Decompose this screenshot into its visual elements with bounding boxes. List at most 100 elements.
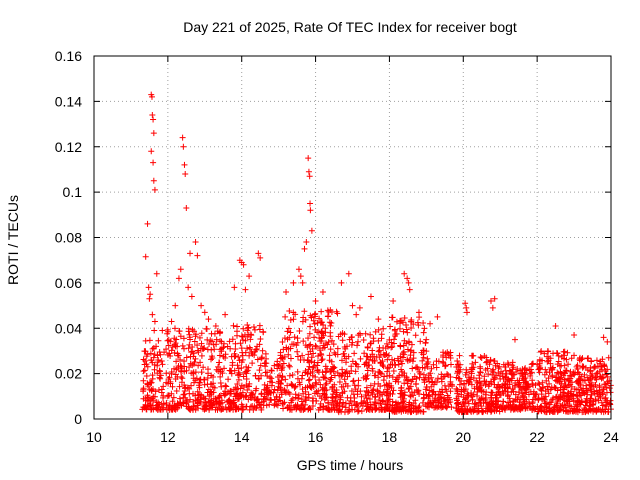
data-point [557, 386, 564, 393]
data-point [428, 365, 435, 372]
data-point [351, 382, 358, 389]
data-point [422, 339, 429, 346]
data-point [157, 375, 164, 382]
data-point [576, 377, 583, 384]
x-tick-label: 24 [603, 429, 619, 445]
data-point [511, 405, 518, 412]
data-point [364, 405, 371, 412]
data-point [499, 388, 506, 395]
data-point [279, 355, 286, 362]
data-point [163, 346, 170, 353]
data-point [349, 358, 356, 365]
data-point [181, 358, 188, 365]
data-point [476, 372, 483, 379]
data-point [301, 308, 308, 315]
data-point [479, 408, 486, 415]
data-point [299, 352, 306, 359]
data-point [489, 400, 496, 407]
data-point [181, 161, 188, 168]
data-point [260, 328, 267, 335]
data-point [144, 363, 151, 370]
data-point [192, 355, 199, 362]
data-point [488, 394, 495, 401]
data-point [322, 325, 329, 332]
data-point [297, 273, 304, 280]
data-point [456, 352, 463, 359]
data-point [262, 369, 269, 376]
data-point [253, 397, 260, 404]
data-point [147, 291, 154, 298]
data-point [318, 352, 325, 358]
data-point [601, 371, 608, 378]
data-point [244, 386, 251, 393]
data-point [412, 364, 419, 371]
data-point [173, 388, 180, 394]
data-point [239, 333, 246, 340]
data-point [327, 322, 334, 329]
data-point [542, 366, 549, 373]
data-point [385, 352, 392, 359]
data-point [204, 336, 211, 343]
data-point [173, 358, 180, 365]
data-point [453, 385, 460, 392]
data-point [399, 354, 406, 361]
data-point [341, 331, 348, 338]
data-point [578, 373, 585, 380]
data-point [271, 386, 278, 393]
data-point [322, 340, 329, 347]
data-point [277, 352, 284, 359]
data-point [600, 386, 607, 393]
data-point [151, 318, 158, 325]
data-point [192, 239, 199, 246]
data-point [285, 325, 292, 332]
data-point [340, 383, 347, 390]
data-point [552, 322, 559, 329]
data-point [391, 340, 398, 347]
data-point [178, 402, 185, 409]
data-point [143, 353, 150, 360]
data-point [379, 358, 386, 365]
data-point [188, 293, 195, 300]
data-point [606, 385, 613, 392]
data-point [246, 352, 253, 359]
data-point [200, 364, 207, 371]
x-tick-label: 20 [455, 429, 471, 445]
data-point [176, 395, 183, 402]
data-point [469, 396, 476, 403]
data-point [500, 398, 507, 405]
data-point [194, 397, 201, 404]
data-point [505, 376, 512, 383]
data-point [406, 286, 413, 293]
data-point [177, 266, 184, 273]
data-point [228, 404, 235, 411]
data-point [523, 396, 530, 403]
data-point [544, 383, 551, 390]
data-point [400, 351, 407, 358]
data-point [362, 330, 369, 337]
data-point [602, 367, 609, 374]
data-point [389, 356, 396, 363]
data-point [234, 381, 241, 388]
data-point [288, 380, 295, 387]
data-point [198, 396, 205, 403]
data-point [146, 337, 153, 344]
data-point [143, 361, 150, 368]
data-point [189, 370, 196, 377]
x-tick-label: 16 [308, 429, 324, 445]
data-point [259, 354, 266, 361]
data-point [581, 371, 588, 378]
data-point [586, 399, 593, 406]
data-point [301, 405, 308, 412]
data-point [151, 351, 158, 358]
data-point [409, 365, 416, 372]
data-point [284, 382, 291, 389]
data-point [419, 357, 426, 364]
data-point [363, 375, 370, 382]
data-point [470, 391, 477, 398]
data-point [519, 392, 526, 399]
data-point [180, 335, 187, 342]
data-point [220, 344, 227, 351]
data-point [169, 383, 176, 390]
data-point [330, 341, 337, 348]
data-point [327, 346, 334, 353]
